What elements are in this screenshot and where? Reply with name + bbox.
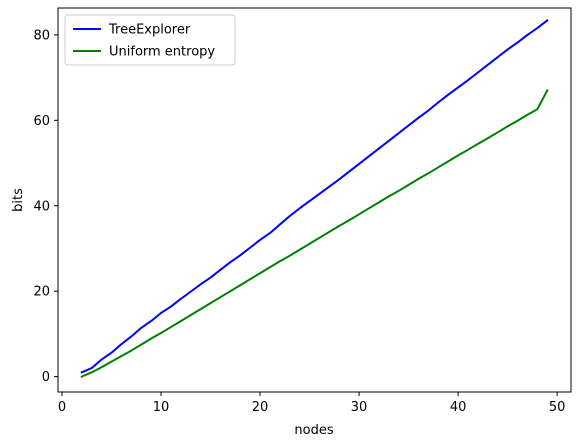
series-line-uniform-entropy xyxy=(80,89,549,378)
plot-frame xyxy=(57,7,572,393)
y-tick-label: 80 xyxy=(33,28,50,43)
x-tick-label: 20 xyxy=(252,400,269,415)
legend-box xyxy=(64,14,236,66)
axes-layer: 0 10 20 30 40 50 0 20 40 60 80 xyxy=(33,7,572,415)
y-axis-label: bits xyxy=(11,188,26,212)
series-layer xyxy=(80,18,549,378)
x-tick-label: 40 xyxy=(450,400,467,415)
y-tick-label: 40 xyxy=(33,199,50,214)
x-tick-label: 50 xyxy=(549,400,566,415)
x-tick-label: 30 xyxy=(351,400,368,415)
y-tick-label: 0 xyxy=(42,370,50,385)
x-tick-label: 10 xyxy=(153,400,170,415)
legend: TreeExplorer Uniform entropy xyxy=(64,14,236,66)
x-axis-label: nodes xyxy=(294,423,333,438)
series-line-treeexplorer xyxy=(80,18,549,374)
legend-label: Uniform entropy xyxy=(109,45,215,60)
y-tick-label: 60 xyxy=(33,114,50,129)
y-tick-label: 20 xyxy=(33,285,50,300)
x-tick-label: 0 xyxy=(58,400,66,415)
legend-label: TreeExplorer xyxy=(108,23,191,38)
